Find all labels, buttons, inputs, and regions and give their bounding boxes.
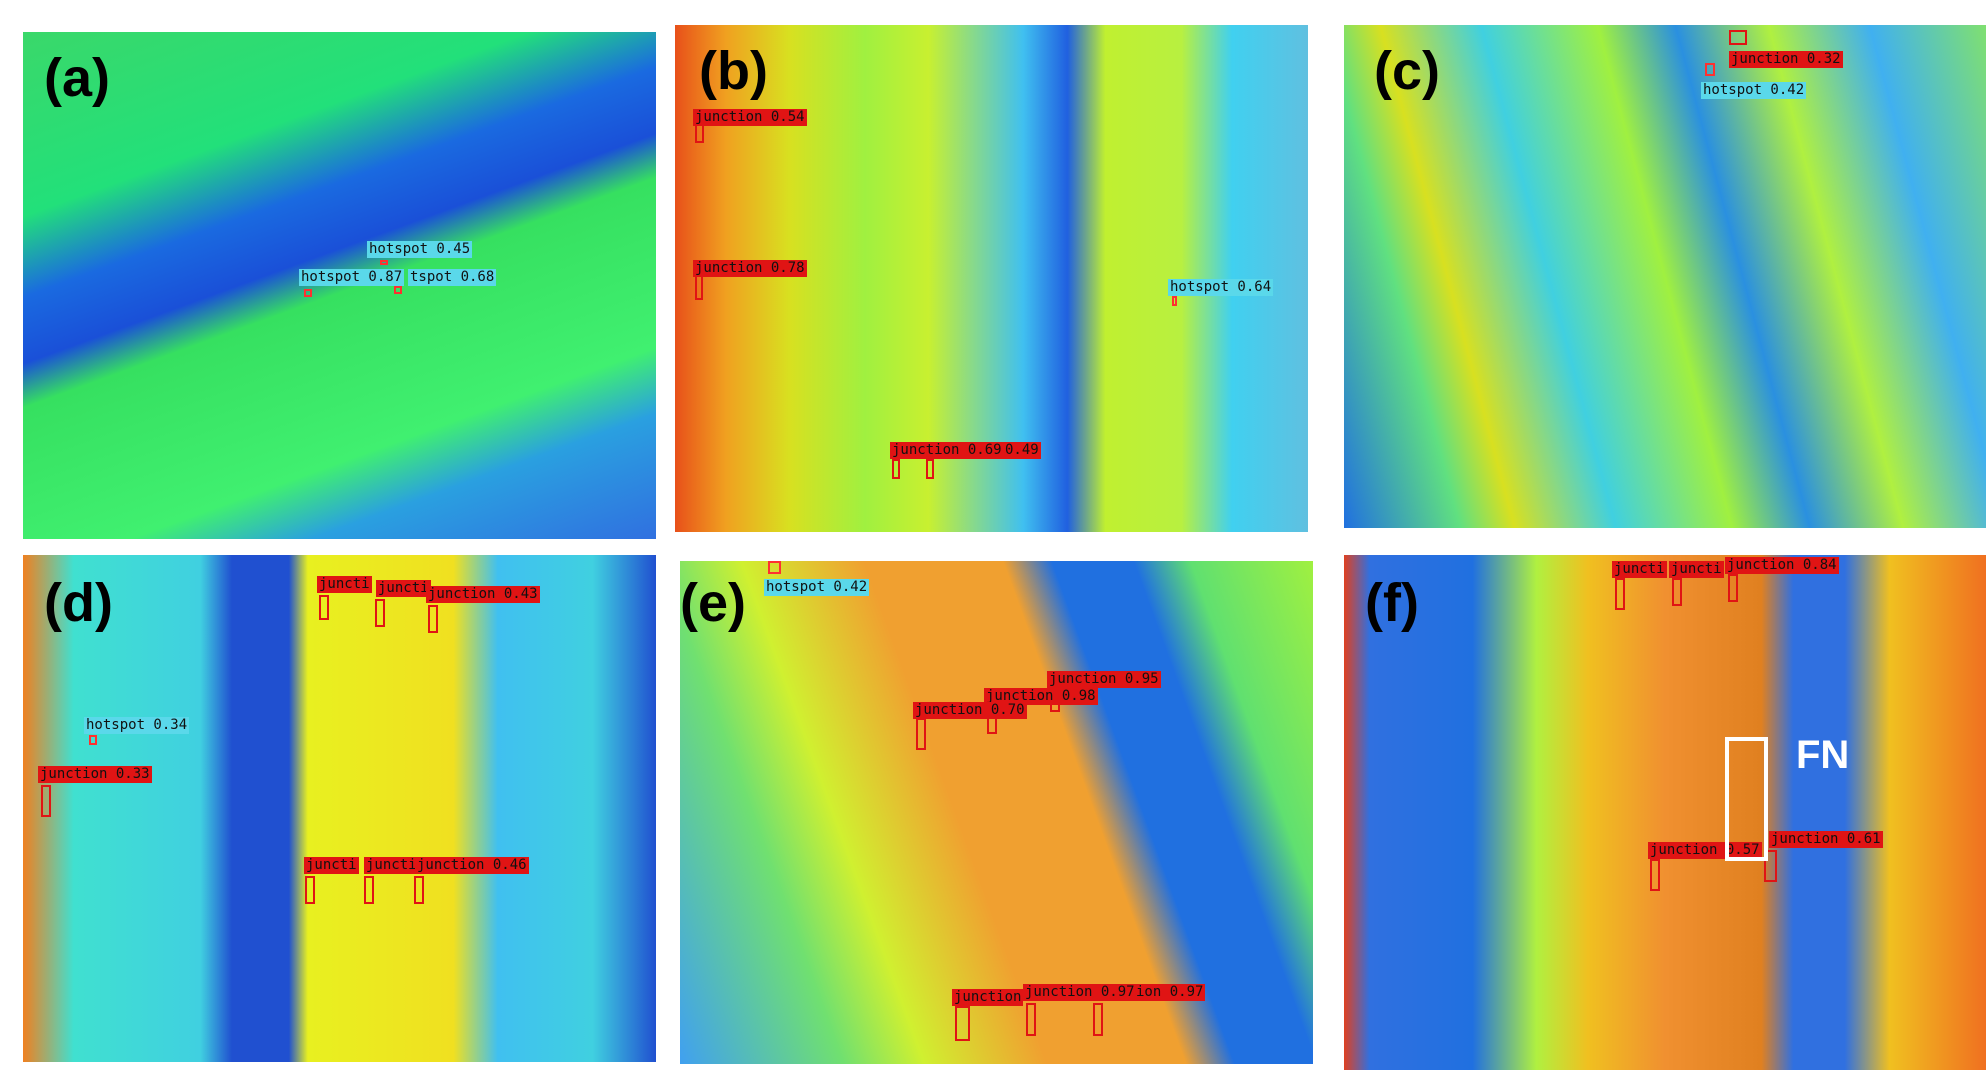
detection-label: junction 0.43 — [426, 586, 540, 603]
detection-box — [89, 735, 97, 745]
detection-label: junction — [952, 989, 1024, 1006]
detection-label: hotspot 0.64 — [1168, 279, 1274, 296]
detection-box — [1705, 63, 1715, 76]
detection-box — [375, 599, 385, 627]
detection-box — [1615, 578, 1625, 610]
detection-label: juncti — [364, 857, 419, 874]
detection-box — [768, 561, 781, 574]
annotation: FN — [1796, 733, 1850, 777]
detection-box — [1729, 30, 1747, 45]
detection-box — [428, 605, 438, 633]
detection-box — [916, 718, 926, 750]
panel-label: (d) — [44, 573, 113, 633]
detection-label: juncti — [376, 580, 431, 597]
detection-label: junction 0.32 — [1729, 51, 1843, 68]
detection-box — [926, 459, 934, 479]
detection-box — [955, 1006, 970, 1041]
detection-box — [319, 595, 329, 620]
detection-box — [892, 459, 900, 479]
detection-label: junction 0.61 — [1769, 831, 1883, 848]
detection-box — [1026, 1003, 1036, 1036]
thermal-image — [23, 555, 656, 1062]
detection-box — [1672, 578, 1682, 606]
detection-label: juncti — [1669, 561, 1724, 578]
detection-box — [41, 785, 51, 817]
detection-box — [304, 289, 312, 297]
detection-label: tspot 0.68 — [408, 269, 497, 286]
detection-label: hotspot 0.34 — [84, 717, 190, 734]
detection-label: junction 0.57 — [1648, 842, 1762, 859]
detection-label: junction 0.69 — [890, 442, 1004, 459]
panel-label: (a) — [44, 48, 110, 108]
detection-box — [1093, 1003, 1103, 1036]
detection-label: junction 0.70 — [913, 702, 1027, 719]
detection-label: junction 0.84 — [1725, 557, 1839, 574]
detection-label: junction 0.98 — [984, 688, 1098, 705]
missed-detection-box — [1725, 737, 1768, 861]
detection-box — [695, 275, 703, 300]
detection-label: junction 0.33 — [38, 766, 152, 783]
detection-box — [1650, 859, 1660, 891]
detection-label: juncti — [1612, 561, 1667, 578]
detection-label: hotspot 0.42 — [1701, 82, 1807, 99]
thermal-image — [1344, 25, 1986, 528]
detection-box — [414, 876, 424, 904]
detection-label: junction 0.54 — [693, 109, 807, 126]
detection-box — [695, 123, 704, 143]
detection-box — [305, 876, 315, 904]
detection-label: juncti — [304, 857, 359, 874]
thermal-image — [680, 561, 1313, 1064]
detection-box — [380, 260, 388, 265]
detection-label: hotspot 0.87 — [299, 269, 405, 286]
detection-box — [1764, 850, 1777, 882]
detection-label: 0.49 — [1003, 442, 1041, 459]
detection-box — [364, 876, 374, 904]
detection-label: juncti — [317, 576, 372, 593]
panel-label: (b) — [699, 41, 768, 101]
detection-box — [1728, 574, 1738, 602]
detection-label: hotspot 0.42 — [764, 579, 870, 596]
thermal-image — [1344, 555, 1986, 1070]
detection-label: hotspot 0.45 — [367, 241, 473, 258]
detection-label: junction 0.97 — [1023, 984, 1137, 1001]
detection-label: junction 0.95 — [1047, 671, 1161, 688]
detection-label: junction 0.78 — [693, 260, 807, 277]
panel-label: (f) — [1365, 573, 1419, 633]
detection-box — [1172, 296, 1177, 306]
detection-label: ion 0.97 — [1134, 984, 1206, 1001]
detection-label: junction 0.46 — [415, 857, 529, 874]
panel-label: (e) — [680, 573, 746, 633]
detection-box — [394, 286, 402, 294]
panel-label: (c) — [1374, 41, 1440, 101]
